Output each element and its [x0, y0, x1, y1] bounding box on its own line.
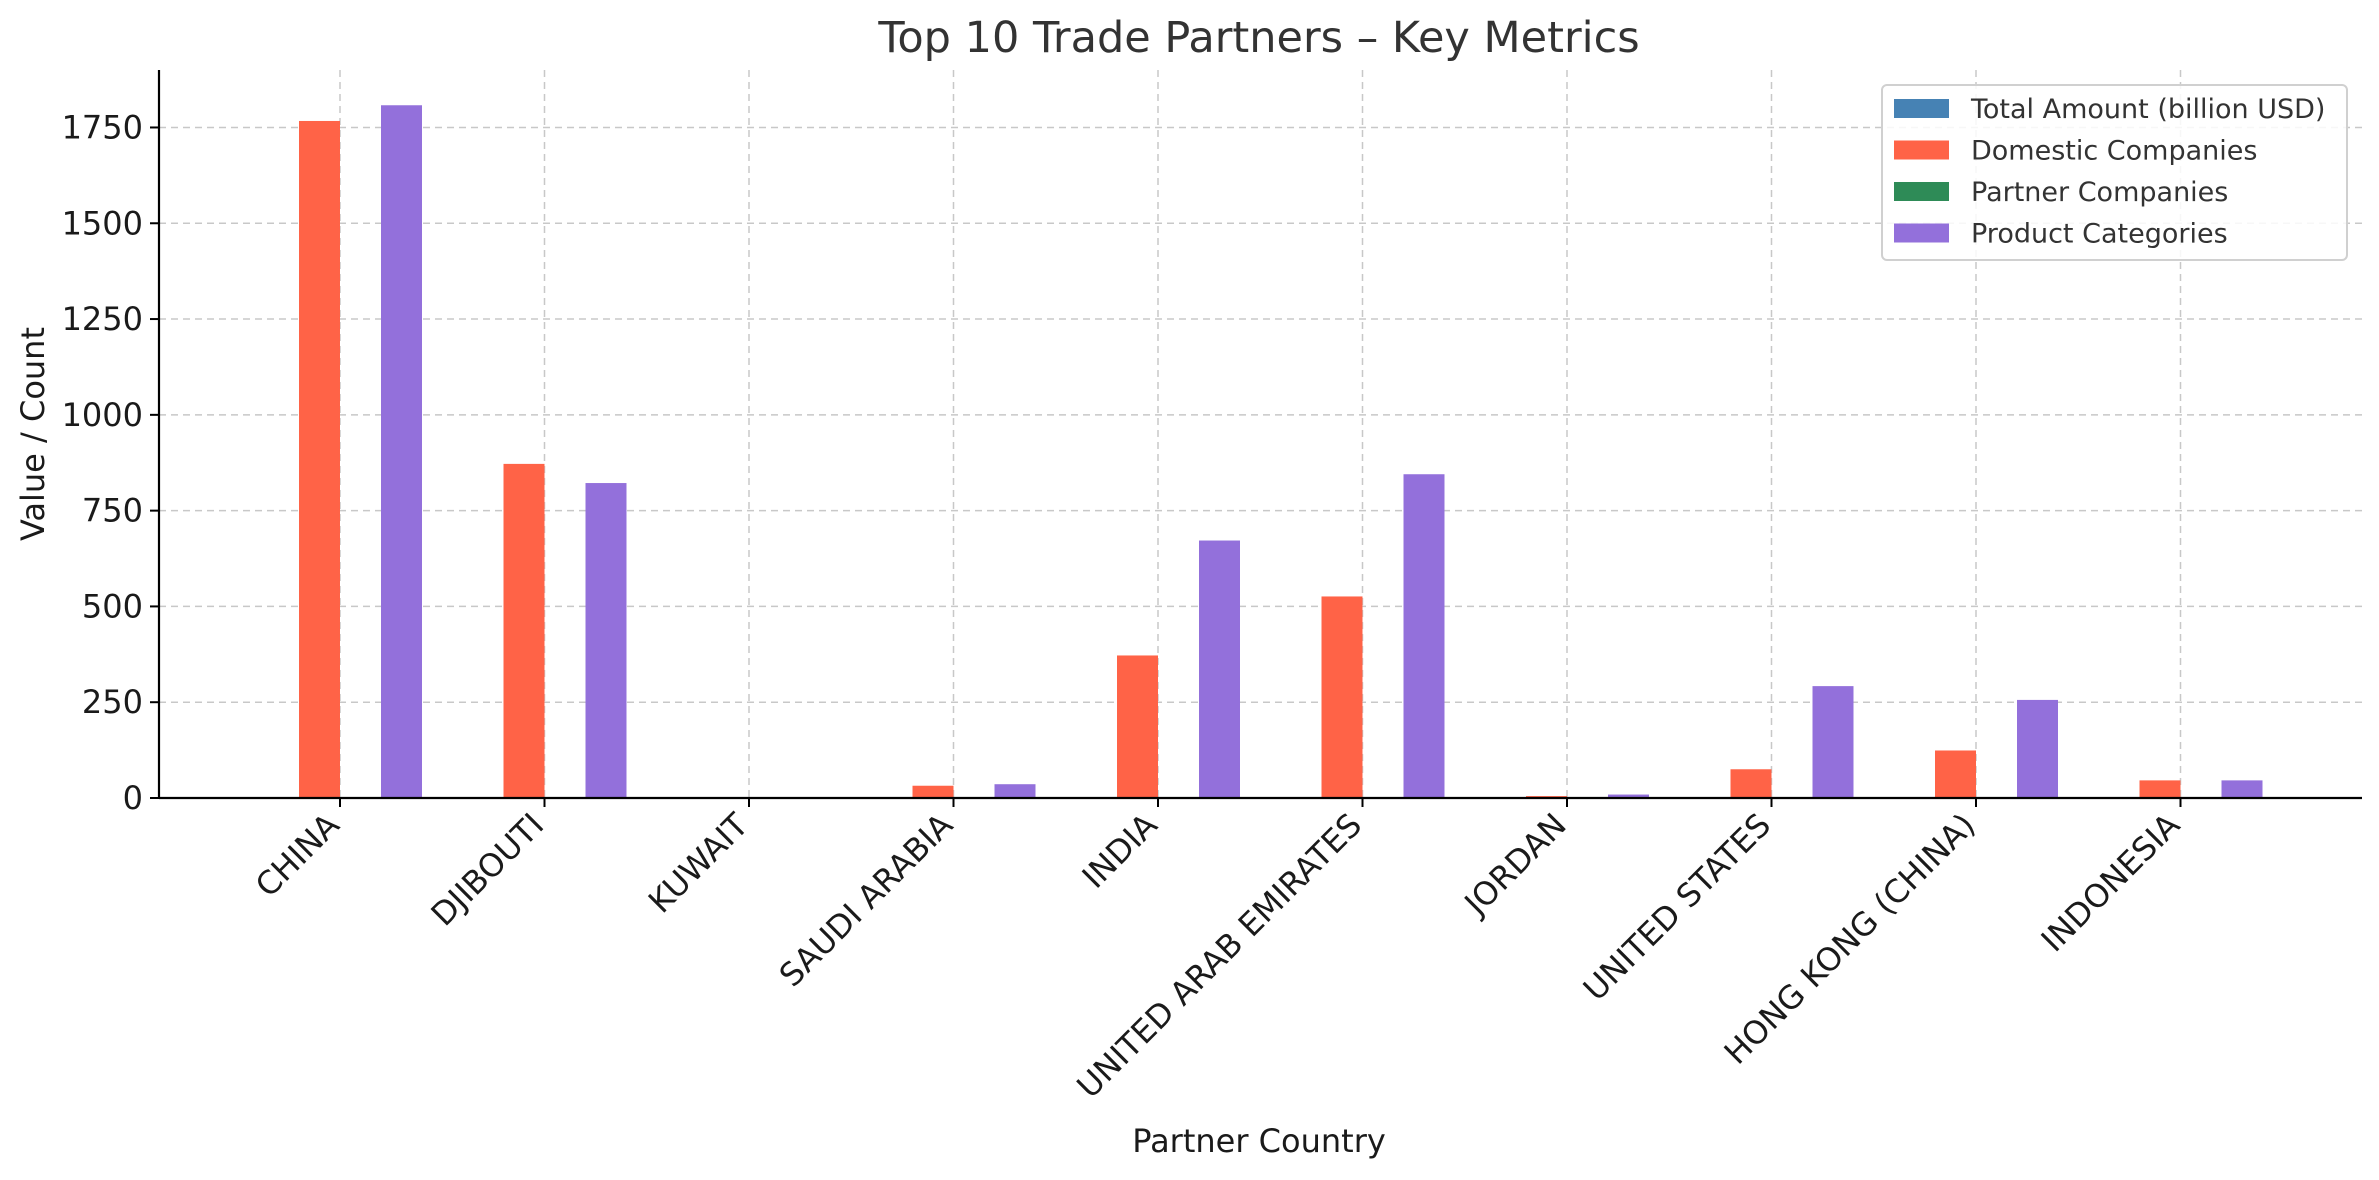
- legend-label: Total Amount (billion USD): [1970, 94, 2325, 125]
- bar-domestic-companies-united-arab-emirates: [1321, 596, 1363, 798]
- legend-label: Domestic Companies: [1971, 136, 2257, 167]
- x-tick-label: INDONESIA: [2034, 806, 2188, 960]
- y-tick-label: 1500: [62, 204, 143, 242]
- bar-domestic-companies-hong-kong-china: [1935, 750, 1976, 798]
- x-tick-label: INDIA: [1075, 806, 1165, 896]
- legend-label: Partner Companies: [1971, 177, 2228, 208]
- y-tick-label: 500: [82, 587, 143, 625]
- legend: Total Amount (billion USD) Domestic Compa…: [1881, 84, 2348, 261]
- y-tick-label: 0: [123, 779, 143, 817]
- x-tick-label: JORDAN: [1456, 806, 1574, 924]
- y-ticks: 0 250 500 750 1000 1250 1500 1750: [62, 108, 159, 817]
- legend-swatch: [1894, 182, 1949, 201]
- bar-domestic-companies-djibouti: [503, 463, 545, 798]
- chart-title: Top 10 Trade Partners – Key Metrics: [877, 13, 1639, 63]
- bar-product-categories-india: [1199, 540, 1240, 798]
- bar-domestic-companies-china: [299, 120, 340, 798]
- bar-domestic-companies-saudi-arabia: [912, 785, 954, 798]
- x-tick-label: DJIBOUTI: [424, 806, 552, 934]
- bar-product-categories-djibouti: [585, 483, 627, 798]
- legend-swatch: [1894, 223, 1949, 243]
- y-tick-label: 1750: [62, 108, 143, 146]
- bar-product-categories-hong-kong-china: [2017, 699, 2058, 798]
- bars: [258, 105, 2263, 798]
- axes: [157, 70, 2362, 800]
- legend-label: Product Categories: [1971, 219, 2228, 250]
- x-tick-label: SAUDI ARABIA: [772, 806, 960, 994]
- y-tick-label: 1250: [62, 300, 143, 338]
- bar-product-categories-united-arab-emirates: [1403, 474, 1445, 798]
- legend-swatch: [1894, 140, 1949, 160]
- bar-product-categories-united-states: [1812, 686, 1854, 798]
- x-tick-label: KUWAIT: [641, 805, 756, 920]
- bar-product-categories-jordan: [1608, 794, 1649, 798]
- bar-product-categories-indonesia: [2221, 780, 2263, 798]
- bar-domestic-companies-india: [1117, 655, 1158, 798]
- x-tick-label: UNITED STATES: [1576, 806, 1778, 1008]
- y-tick-label: 250: [82, 683, 143, 721]
- y-axis-label: Value / Count: [14, 327, 52, 541]
- grid-lines: [159, 70, 2362, 798]
- legend-frame: [1881, 84, 2348, 261]
- bar-product-categories-china: [381, 105, 422, 798]
- x-tick-label: CHINA: [248, 806, 347, 905]
- x-axis-label: Partner Country: [1132, 1122, 1386, 1160]
- bar-domestic-companies-indonesia: [2139, 780, 2181, 798]
- legend-swatch: [1894, 99, 1949, 118]
- y-tick-label: 750: [82, 492, 143, 530]
- y-tick-label: 1000: [62, 396, 143, 434]
- bar-product-categories-saudi-arabia: [994, 784, 1036, 798]
- x-ticks: CHINA DJIBOUTI KUWAIT SAUDI ARABIA INDIA UNIT…: [248, 798, 2187, 1106]
- bar-domestic-companies-united-states: [1730, 769, 1772, 798]
